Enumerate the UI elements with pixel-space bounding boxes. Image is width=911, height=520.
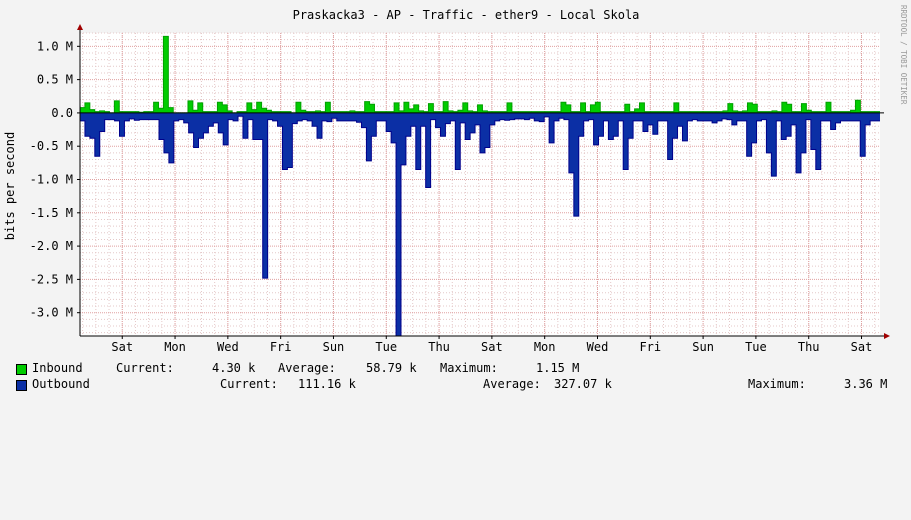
y-tick-label: 0.5 M bbox=[37, 73, 73, 87]
legend-current-value: 4.30 k bbox=[212, 361, 256, 375]
tick-labels: 1.0 M 0.5 M 0.0 -0.5 M -1.0 M -1.5 M -2.0 M -2.… bbox=[30, 39, 873, 354]
legend-maximum-value: 1.15 M bbox=[536, 361, 580, 375]
y-tick-label: 1.0 M bbox=[37, 39, 73, 53]
x-tick-label: Tue bbox=[375, 340, 397, 354]
y-tick-label: -1.0 M bbox=[30, 173, 73, 187]
x-tick-label: Sun bbox=[323, 340, 345, 354]
legend-name-inbound: Inbound bbox=[32, 361, 83, 375]
x-tick-label: Mon bbox=[164, 340, 186, 354]
y-axis-label: bits per second bbox=[3, 132, 17, 240]
x-tick-label: Sat bbox=[481, 340, 503, 354]
y-tick-label: -0.5 M bbox=[30, 139, 73, 153]
outbound-line bbox=[80, 115, 880, 337]
axes bbox=[77, 24, 890, 339]
x-tick-label: Sat bbox=[111, 340, 133, 354]
x-tick-label: Thu bbox=[428, 340, 450, 354]
chart-title: Praskacka3 - AP - Traffic - ether9 - Loc… bbox=[293, 8, 640, 22]
x-tick-label: Mon bbox=[534, 340, 556, 354]
legend-current-label: Current: bbox=[220, 377, 278, 391]
series-layer bbox=[80, 35, 880, 337]
y-tick-label: -3.0 M bbox=[30, 306, 73, 320]
x-tick-label: Wed bbox=[217, 340, 239, 354]
x-tick-label: Fri bbox=[639, 340, 661, 354]
inbound-line bbox=[80, 35, 880, 114]
inbound-swatch bbox=[16, 364, 27, 375]
x-tick-label: Sun bbox=[692, 340, 714, 354]
watermark: RRDTOOL / TOBI OETIKER bbox=[899, 5, 908, 105]
x-tick-label: Tue bbox=[745, 340, 767, 354]
y-tick-label: -2.0 M bbox=[30, 239, 73, 253]
legend-average-label: Average: bbox=[483, 377, 541, 391]
legend-current-value: 111.16 k bbox=[298, 377, 356, 391]
legend-average-value: 327.07 k bbox=[554, 377, 612, 391]
legend-row-inbound: Inbound Current: 4.30 k Average: 58.79 k… bbox=[0, 360, 911, 376]
traffic-chart: 1.0 M 0.5 M 0.0 -0.5 M -1.0 M -1.5 M -2.0 M -2.… bbox=[3, 5, 908, 354]
legend-maximum-label: Maximum: bbox=[440, 361, 498, 375]
x-tick-label: Fri bbox=[270, 340, 292, 354]
legend-row-outbound: Outbound Current: 111.16 k Average: 327.… bbox=[0, 376, 911, 392]
x-tick-label: Thu bbox=[798, 340, 820, 354]
legend-average-value: 58.79 k bbox=[366, 361, 417, 375]
y-tick-label: 0.0 bbox=[51, 106, 73, 120]
y-axis-arrow-icon bbox=[77, 24, 83, 30]
y-tick-label: -2.5 M bbox=[30, 272, 73, 286]
legend-maximum-value: 3.36 M bbox=[844, 377, 888, 391]
y-tick-label: -1.5 M bbox=[30, 206, 73, 220]
x-axis-arrow-icon bbox=[884, 333, 890, 339]
legend-current-label: Current: bbox=[116, 361, 174, 375]
x-tick-label: Sat bbox=[851, 340, 873, 354]
outbound-swatch bbox=[16, 380, 27, 391]
x-tick-label: Wed bbox=[587, 340, 609, 354]
legend-maximum-label: Maximum: bbox=[748, 377, 806, 391]
legend-name-outbound: Outbound bbox=[32, 377, 90, 391]
plot-canvas bbox=[80, 33, 880, 336]
legend-average-label: Average: bbox=[278, 361, 336, 375]
outbound-area bbox=[80, 112, 880, 337]
